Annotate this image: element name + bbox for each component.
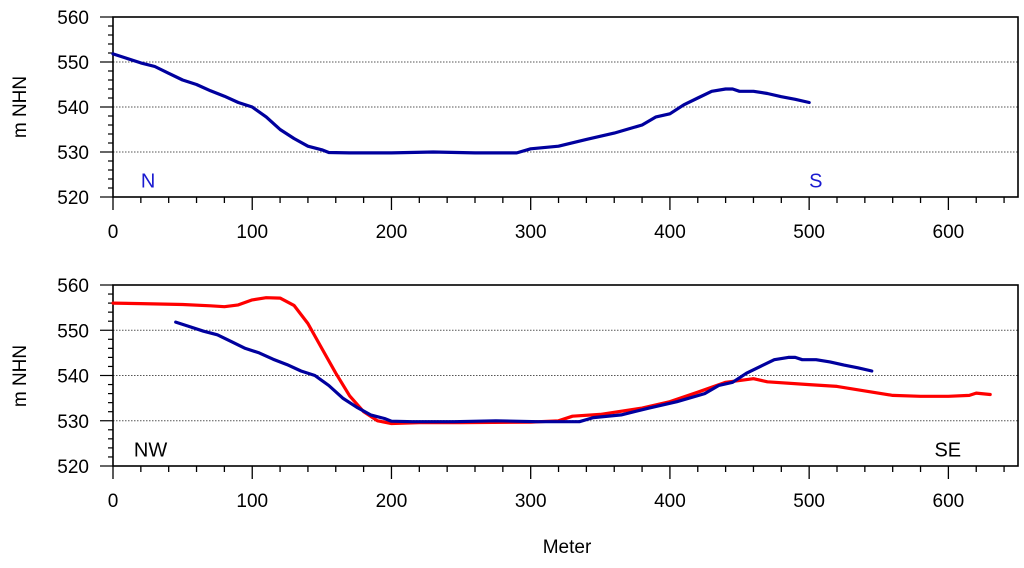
x-tick-label: 300 — [515, 491, 547, 512]
x-tick-label: 200 — [376, 491, 408, 512]
series-line-red — [111, 296, 992, 426]
y-axis-label-bottom: m NHN — [10, 345, 31, 407]
y-tick-label: 560 — [57, 276, 89, 297]
panel-top: 0 100 200 300 400 500 600 520 530 540 550 560 N S — [57, 8, 1019, 243]
direction-label: N — [141, 171, 155, 193]
direction-label: SE — [934, 439, 961, 461]
x-tick-label: 500 — [793, 491, 825, 512]
x-tick-label: 0 — [108, 491, 119, 512]
x-tick-label: 600 — [933, 491, 965, 512]
direction-label: S — [809, 171, 822, 193]
x-tick-label: 100 — [236, 491, 268, 512]
x-tick-label: 400 — [654, 491, 686, 512]
x-tick-label: 200 — [376, 222, 408, 243]
y-tick-label: 530 — [57, 412, 89, 433]
x-tick-label: 600 — [933, 222, 965, 243]
y-tick-label: 530 — [57, 143, 89, 164]
series-line-blue — [111, 52, 811, 155]
y-axis-label-top: m NHN — [10, 76, 31, 138]
x-tick-label: 400 — [654, 222, 686, 243]
y-tick-label: 520 — [57, 457, 89, 478]
y-tick-label: 550 — [57, 321, 89, 342]
series-line-blue — [174, 320, 874, 424]
x-tick-label: 500 — [793, 222, 825, 243]
y-tick-label: 560 — [57, 8, 89, 29]
y-tick-label: 540 — [57, 367, 89, 388]
x-tick-label: 0 — [108, 222, 119, 243]
y-tick-label: 550 — [57, 53, 89, 74]
direction-label: NW — [134, 439, 167, 461]
panel-bottom: 0 100 200 300 400 500 600 520 530 540 550 560 NW SE — [57, 276, 1019, 512]
y-tick-label: 520 — [57, 188, 89, 209]
y-tick-label: 540 — [57, 98, 89, 119]
x-axis-label: Meter — [543, 537, 592, 558]
x-tick-label: 300 — [515, 222, 547, 243]
x-tick-label: 100 — [236, 222, 268, 243]
